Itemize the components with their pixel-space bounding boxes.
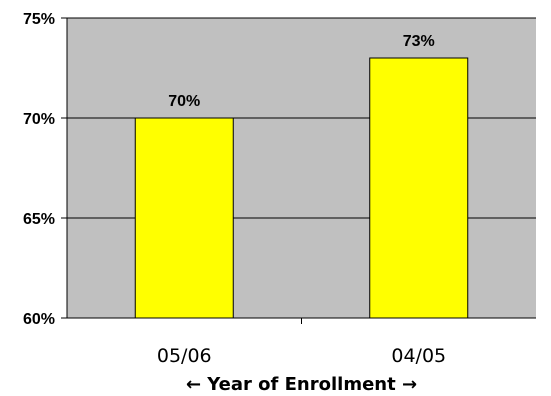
y-tick-label: 65%	[23, 211, 55, 228]
bar-value-label: 73%	[403, 33, 435, 50]
y-tick-label: 75%	[23, 11, 55, 28]
bars	[134, 57, 469, 319]
category-label: 04/05	[391, 345, 446, 367]
bar	[134, 117, 234, 319]
x-axis-title: ← Year of Enrollment →	[186, 374, 417, 395]
y-tick-label: 70%	[23, 111, 55, 128]
bar	[369, 57, 469, 319]
category-labels: 05/06 04/05	[157, 345, 446, 367]
bar-labels: 70% 73%	[168, 33, 435, 110]
y-tick-labels: 60% 65% 70% 75%	[23, 11, 55, 328]
bar-value-label: 70%	[168, 93, 200, 110]
category-label: 05/06	[157, 345, 212, 367]
y-tick-label: 60%	[23, 311, 55, 328]
axes	[66, 18, 536, 324]
